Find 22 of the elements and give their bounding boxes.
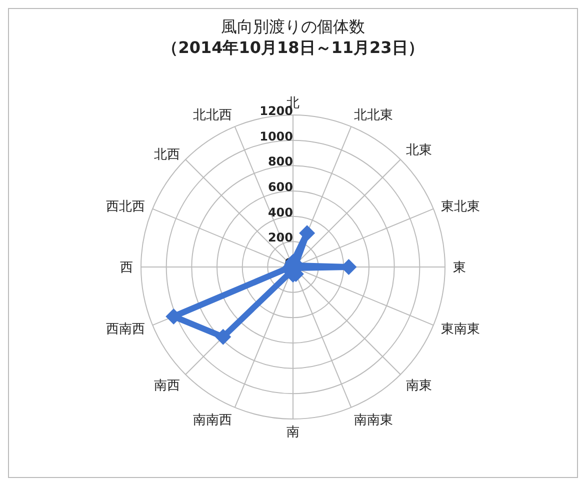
spoke-label: 西北西 <box>106 199 146 214</box>
spoke-label: 西 <box>120 260 133 276</box>
spoke-label: 南 <box>286 425 300 440</box>
y-tick-label: 1000 <box>260 129 293 144</box>
chart-title: 風向別渡りの個体数 <box>220 17 366 38</box>
spoke-label: 南西 <box>154 378 180 394</box>
spoke-label: 南東 <box>406 378 432 394</box>
spoke-label: 西南西 <box>106 322 146 337</box>
y-tick-label: 200 <box>268 230 293 245</box>
y-tick-label: 800 <box>268 154 293 169</box>
spoke-label: 南南東 <box>354 413 394 428</box>
y-tick-label: 600 <box>268 180 293 194</box>
spoke-label: 南南西 <box>192 413 232 428</box>
y-tick-label: 400 <box>268 205 293 220</box>
spoke-label: 東北東 <box>440 199 480 214</box>
spoke-label: 北西 <box>154 147 180 162</box>
spoke-label: 北北西 <box>192 108 232 124</box>
spoke-label: 北東 <box>406 142 432 158</box>
spoke-label: 東南東 <box>440 322 480 337</box>
chart-subtitle: （2014年10月18日～11月23日） <box>161 38 425 59</box>
spoke-label: 北北東 <box>354 108 394 124</box>
spoke-label: 東 <box>453 260 466 276</box>
